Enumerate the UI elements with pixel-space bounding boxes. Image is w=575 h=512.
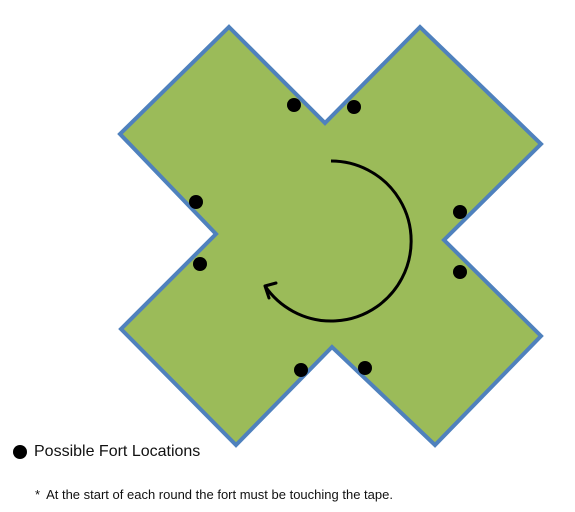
arrow-head-icon [263,281,278,300]
fort-locations [189,98,467,377]
filled-circle-icon [13,445,27,459]
clockwise-rotation-arrow [263,159,413,323]
fort-location-marker [453,205,467,219]
fort-location-marker [453,265,467,279]
fort-location-marker [287,98,301,112]
fort-location-marker [193,257,207,271]
x-shaped-tape-area [117,24,544,448]
fort-location-marker [347,100,361,114]
footnote-asterisk: * [35,487,41,502]
legend: Possible Fort Locations [13,441,200,463]
legend-label: Possible Fort Locations [34,443,201,460]
fort-location-marker [189,195,203,209]
footnote-text: At the start of each round the fort must… [46,487,393,502]
fort-location-marker [358,361,372,375]
fort-location-marker [294,363,308,377]
footnote: * At the start of each round the fort mu… [35,487,393,502]
